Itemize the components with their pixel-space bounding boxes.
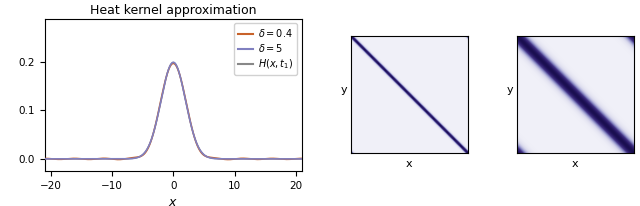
- X-axis label: x: x: [572, 159, 579, 169]
- X-axis label: x: x: [406, 159, 413, 169]
- Y-axis label: y: y: [506, 85, 513, 95]
- Y-axis label: y: y: [340, 85, 348, 95]
- Title: Heat kernel approximation: Heat kernel approximation: [90, 4, 257, 17]
- Legend: $\delta = 0.4$, $\delta = 5$, $H(x, t_1)$: $\delta = 0.4$, $\delta = 5$, $H(x, t_1)…: [234, 23, 297, 75]
- X-axis label: $x$: $x$: [168, 196, 178, 206]
